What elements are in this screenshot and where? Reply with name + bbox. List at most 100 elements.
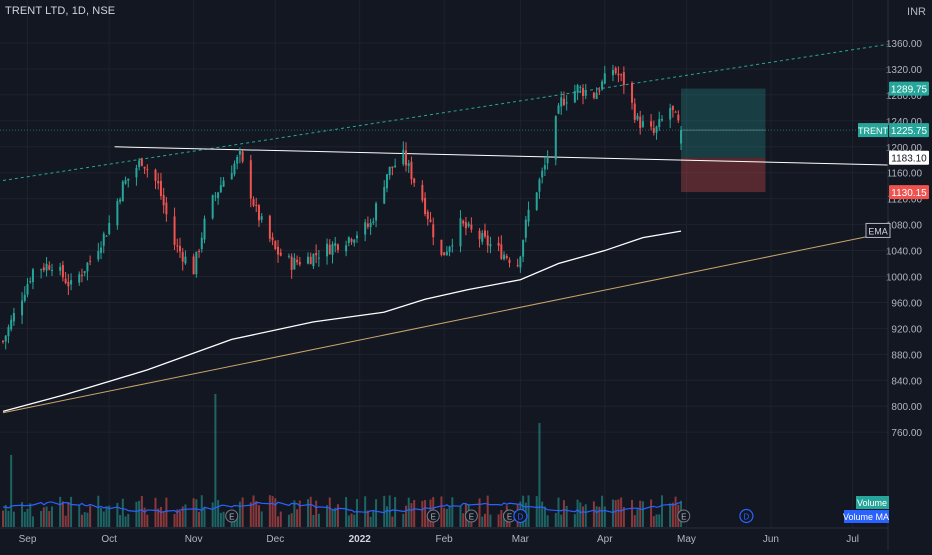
volume-bar (562, 500, 565, 527)
earnings-icon-letter: E (681, 513, 686, 522)
candle-body (7, 327, 10, 337)
candle-body (241, 151, 244, 162)
candle-body (385, 174, 388, 189)
volume-bar (483, 513, 486, 527)
volume-bar (21, 502, 24, 527)
volume-bar (328, 497, 331, 527)
volume-bar (353, 514, 356, 527)
candle-body (298, 262, 301, 265)
earnings-icon[interactable] (464, 509, 478, 523)
x-tick-label: Feb (436, 534, 454, 545)
candle-body (203, 218, 206, 240)
loss-zone[interactable] (681, 157, 766, 193)
volume-bar (157, 508, 160, 527)
volume-bar (611, 499, 614, 527)
candle-body (527, 209, 530, 222)
volume-bar (445, 508, 448, 527)
volume-bar (86, 512, 89, 527)
volume-bar (45, 506, 48, 527)
volume-bar (12, 511, 15, 527)
candle-body (195, 251, 198, 275)
x-tick-label: Nov (185, 534, 203, 545)
candle-body (639, 116, 642, 129)
dividend-icon[interactable] (739, 508, 754, 524)
candle-body (347, 237, 350, 243)
candle-body (554, 116, 557, 160)
candle-body (119, 199, 122, 202)
earnings-icon[interactable] (426, 509, 440, 523)
candle-body (102, 233, 105, 246)
volume-bar (287, 514, 290, 527)
earnings-icon[interactable] (225, 509, 239, 523)
volume-bar (26, 508, 29, 527)
y-tick-label: 960.00 (891, 298, 922, 309)
volume-bar (7, 510, 10, 527)
candle-body (51, 269, 54, 271)
candle-body (620, 74, 623, 76)
x-tick-label: Oct (101, 534, 117, 545)
candle-body (328, 244, 331, 255)
profit-zone[interactable] (681, 88, 766, 158)
volume-bar (173, 513, 176, 527)
volume-bar (372, 510, 375, 527)
candle-body (165, 202, 168, 215)
earnings-icon[interactable] (677, 509, 691, 523)
candle-body (336, 244, 339, 251)
candle-body (405, 150, 408, 166)
candle-body (135, 167, 138, 178)
volume-bar (576, 499, 579, 527)
dividend-icon[interactable] (513, 508, 528, 524)
candle-body (478, 230, 481, 240)
horizontal-level-line[interactable] (114, 146, 889, 166)
volume-bar (369, 516, 372, 527)
channel-line[interactable] (2, 43, 889, 181)
ema-line[interactable] (2, 230, 682, 413)
trend-line[interactable] (2, 231, 889, 414)
volume-bar (641, 501, 644, 527)
volume-bar (356, 498, 358, 527)
candle-body (238, 150, 241, 155)
volume-bar (162, 512, 165, 527)
volume-bar (620, 497, 623, 527)
candle-body (157, 180, 160, 184)
x-tick-label: Jul (846, 534, 859, 545)
volume-bar (331, 508, 334, 527)
volume-bar (497, 514, 500, 527)
candle-body (503, 254, 506, 260)
volume-bar (669, 503, 672, 527)
volume-bar (443, 508, 446, 527)
candle-body (631, 82, 634, 103)
volume-bar (108, 505, 111, 527)
chart-title: TRENT LTD, 1D, NSE (5, 5, 116, 17)
currency-label[interactable]: INR (907, 6, 926, 18)
volume-bar (214, 394, 217, 527)
candle-body (576, 85, 579, 93)
candle-body (633, 103, 636, 120)
candle-body (445, 251, 448, 256)
volume-bar (211, 502, 214, 527)
volume-bar (655, 514, 658, 527)
candle-body (100, 247, 103, 253)
candle-body (200, 237, 203, 250)
candle-body (366, 223, 369, 227)
volume-bar (116, 502, 119, 527)
candle-body (290, 256, 293, 270)
volume-bar (595, 506, 598, 527)
volume-bar (252, 495, 255, 527)
candle-body (421, 184, 424, 201)
volume-bar (543, 506, 546, 527)
volume-bar (29, 503, 32, 527)
candle-body (154, 169, 157, 181)
volume-bar (119, 515, 122, 527)
volume-bar (579, 502, 582, 527)
candle-body (4, 335, 7, 342)
volume-bar (80, 514, 83, 527)
candle-body (61, 265, 64, 278)
candle-body (601, 81, 604, 90)
candle-body (611, 70, 614, 76)
candle-body (31, 269, 34, 283)
candle-body (326, 243, 329, 257)
candle-body (394, 165, 397, 168)
